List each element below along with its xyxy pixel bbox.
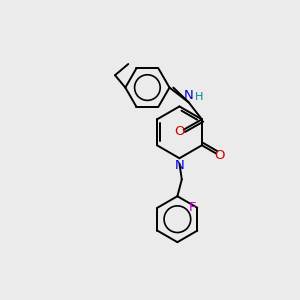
Text: F: F [188,201,196,214]
Text: H: H [195,92,203,102]
Text: O: O [214,149,225,162]
Text: O: O [174,125,185,138]
Text: N: N [175,159,184,172]
Text: N: N [184,89,194,102]
